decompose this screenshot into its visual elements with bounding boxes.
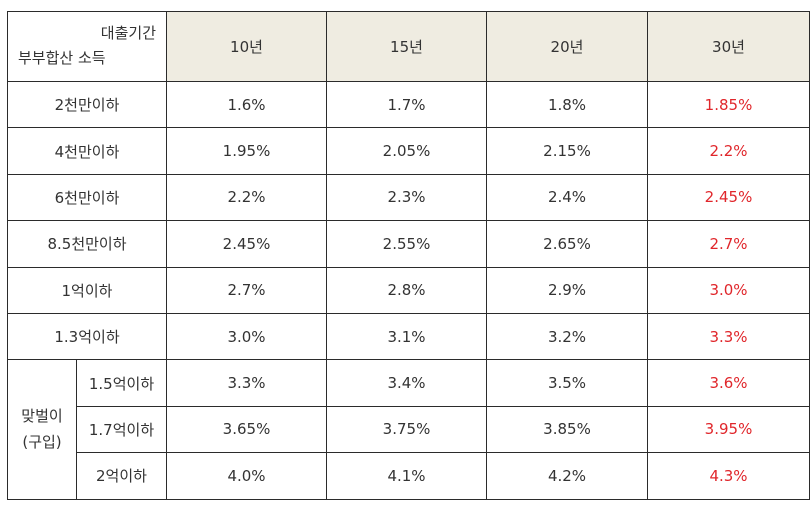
income-label-cell: 2억이하 — [76, 452, 167, 500]
rate-cell-30y: 3.95% — [647, 405, 810, 454]
table-row: 6천만이하 2.2% 2.3% 2.4% 2.45% — [7, 173, 810, 222]
dual-income-group-cell: 맞벌이 (구입) — [7, 359, 77, 500]
rate-cell: 3.1% — [326, 312, 487, 361]
table-row: 2천만이하 1.6% 1.7% 1.8% 1.85% — [7, 80, 810, 129]
rate-cell: 3.2% — [486, 312, 648, 361]
income-label-cell: 1억이하 — [7, 266, 167, 314]
rate-cell: 3.75% — [326, 405, 487, 454]
rate-cell: 2.2% — [166, 173, 327, 222]
rate-cell-30y: 3.3% — [647, 312, 810, 361]
rate-cell: 3.0% — [166, 312, 327, 361]
rate-cell: 3.4% — [326, 359, 487, 407]
income-label-cell: 2천만이하 — [7, 80, 167, 129]
rate-cell-30y: 1.85% — [647, 80, 810, 129]
purchase-label: (구입) — [22, 433, 62, 452]
table-row: 1.3억이하 3.0% 3.1% 3.2% 3.3% — [7, 312, 810, 361]
income-label-cell: 1.3억이하 — [7, 312, 167, 361]
income-label-cell: 4천만이하 — [7, 127, 167, 175]
table-row: 맞벌이 (구입) 1.5억이하 3.3% 3.4% 3.5% 3.6% — [7, 359, 810, 500]
table-row: 1억이하 2.7% 2.8% 2.9% 3.0% — [7, 266, 810, 314]
rate-cell: 2.05% — [326, 127, 487, 175]
interest-rate-table: 대출기간 부부합산 소득 10년 15년 20년 30년 2천만이하 1.6% … — [7, 11, 810, 500]
income-label-cell: 6천만이하 — [7, 173, 167, 222]
income-label-cell: 1.5억이하 — [76, 359, 167, 407]
rate-cell-30y: 2.7% — [647, 220, 810, 268]
rate-cell: 2.7% — [166, 266, 327, 314]
period-header-20y: 20년 — [486, 11, 648, 82]
income-label-cell: 8.5천만이하 — [7, 220, 167, 268]
rate-cell-30y: 3.6% — [647, 359, 810, 407]
rate-cell: 2.15% — [486, 127, 648, 175]
rate-cell: 2.65% — [486, 220, 648, 268]
corner-header-cell: 대출기간 부부합산 소득 — [7, 11, 167, 82]
rate-cell-30y: 2.2% — [647, 127, 810, 175]
couple-income-label: 부부합산 소득 — [18, 49, 106, 67]
table-row: 2억이하 4.0% 4.1% 4.2% 4.3% — [8, 452, 810, 500]
table-row: 4천만이하 1.95% 2.05% 2.15% 2.2% — [7, 127, 810, 175]
rate-cell: 3.85% — [486, 405, 648, 454]
loan-period-label: 대출기간 — [100, 24, 156, 42]
rate-cell-30y: 2.45% — [647, 173, 810, 222]
period-header-30y: 30년 — [647, 11, 810, 82]
table-row: 8.5천만이하 2.45% 2.55% 2.65% 2.7% — [7, 220, 810, 268]
rate-cell: 1.7% — [326, 80, 487, 129]
rate-cell: 2.4% — [486, 173, 648, 222]
rate-cell: 1.6% — [166, 80, 327, 129]
rate-cell-30y: 3.0% — [647, 266, 810, 314]
table-row: 1.7억이하 3.65% 3.75% 3.85% 3.95% — [8, 405, 810, 454]
rate-cell: 2.55% — [326, 220, 487, 268]
rate-cell: 4.0% — [166, 452, 327, 500]
rate-cell: 2.8% — [326, 266, 487, 314]
rate-cell: 4.1% — [326, 452, 487, 500]
income-label-cell: 1.7억이하 — [76, 405, 167, 454]
rate-cell: 1.8% — [486, 80, 648, 129]
rate-cell: 2.3% — [326, 173, 487, 222]
rate-cell: 3.65% — [166, 405, 327, 454]
period-header-15y: 15년 — [326, 11, 487, 82]
rate-cell: 2.9% — [486, 266, 648, 314]
rate-cell: 3.5% — [486, 359, 648, 407]
period-header-10y: 10년 — [166, 11, 327, 82]
dual-income-label: 맞벌이 — [21, 407, 63, 426]
rate-cell: 4.2% — [486, 452, 648, 500]
rate-cell: 3.3% — [166, 359, 327, 407]
rate-cell: 2.45% — [166, 220, 327, 268]
rate-cell: 1.95% — [166, 127, 327, 175]
rate-cell-30y: 4.3% — [647, 452, 810, 500]
header-row: 대출기간 부부합산 소득 10년 15년 20년 30년 — [7, 11, 810, 82]
